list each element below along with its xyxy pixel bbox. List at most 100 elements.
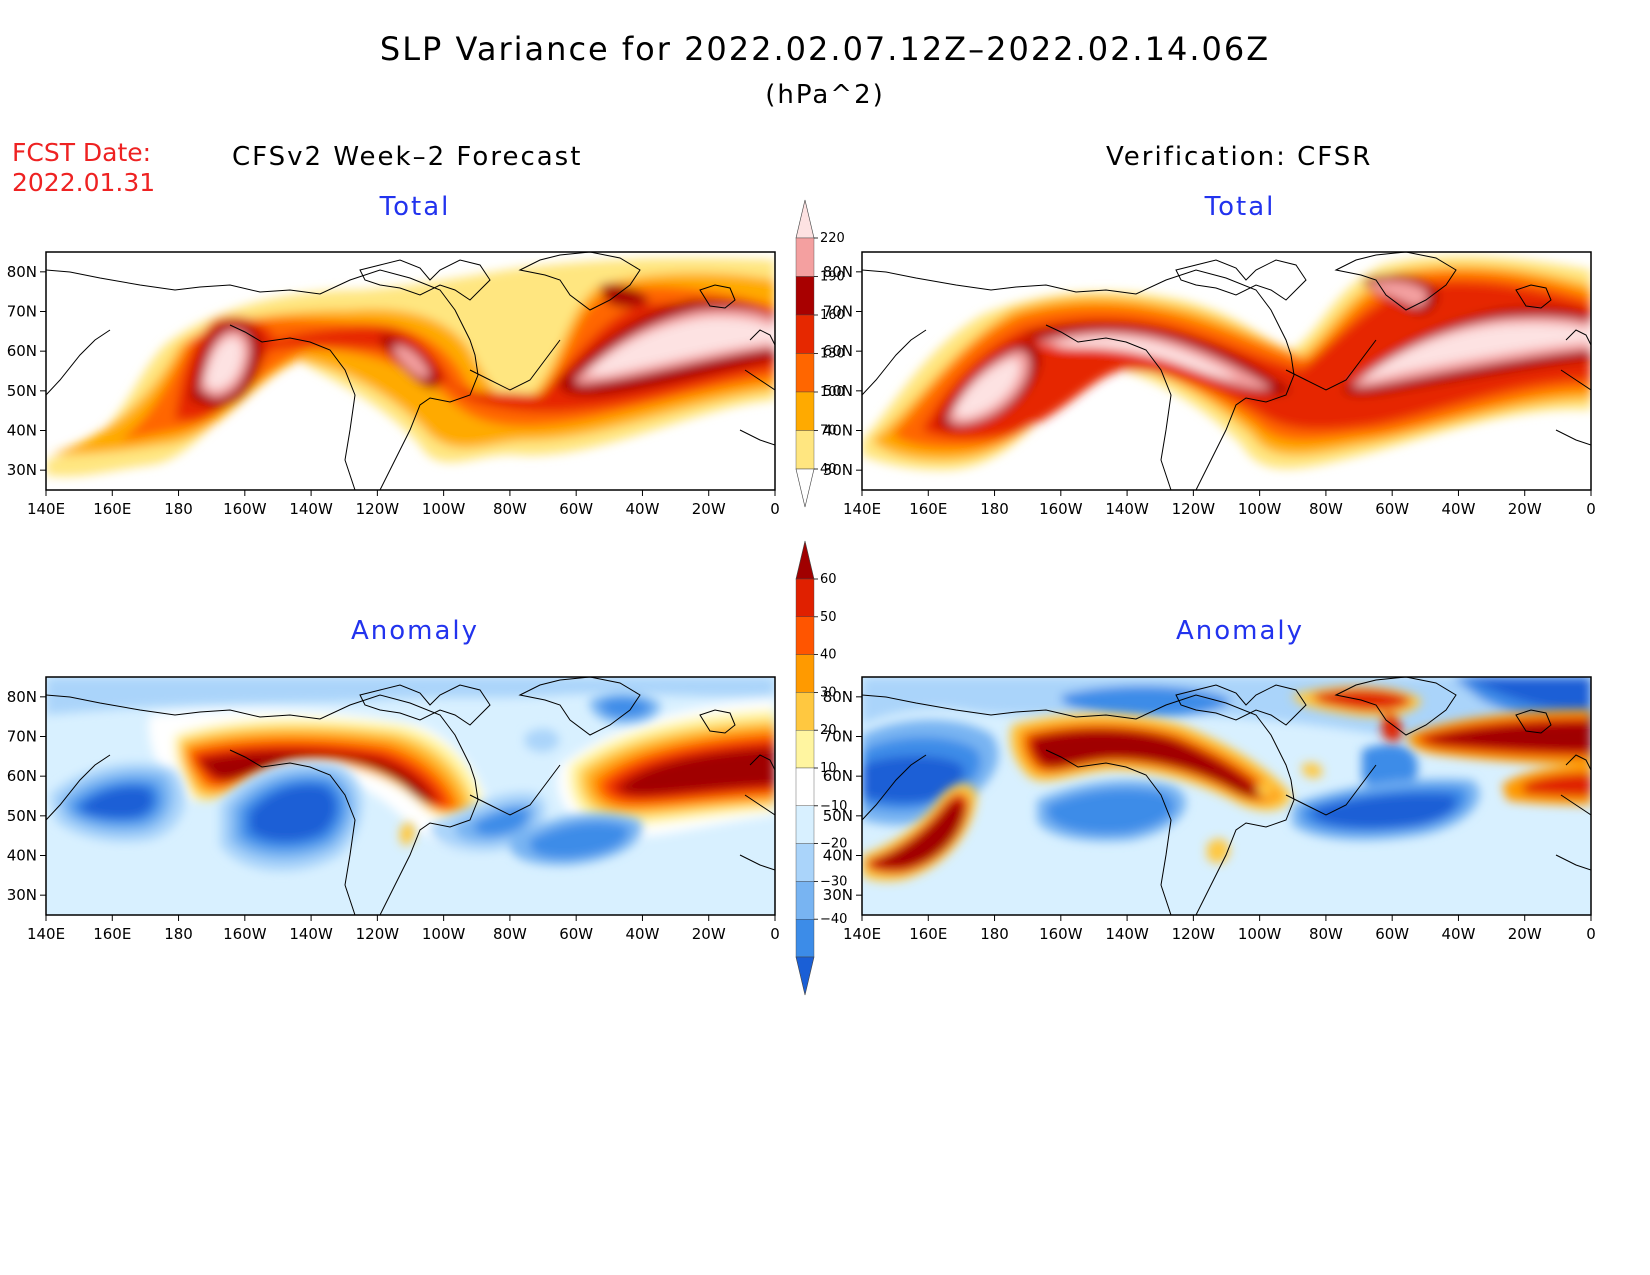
lat-tick-label: 40N bbox=[7, 422, 37, 440]
lon-tick-label: 100W bbox=[422, 925, 466, 943]
colorbar-segment bbox=[795, 578, 815, 617]
lat-tick-label: 50N bbox=[823, 807, 853, 825]
lat-tick-label: 50N bbox=[823, 382, 853, 400]
lon-tick-label: 140W bbox=[1105, 500, 1149, 518]
colorbar-label: 40 bbox=[820, 648, 837, 663]
lon-tick-label: 60W bbox=[1375, 925, 1409, 943]
lon-tick-label: 0 bbox=[770, 925, 780, 943]
colorbar-label: 190 bbox=[820, 270, 845, 285]
lon-tick-label: 40W bbox=[1441, 925, 1475, 943]
lat-tick-label: 70N bbox=[823, 728, 853, 746]
lat-tick-label: 30N bbox=[7, 461, 37, 479]
lat-tick-label: 60N bbox=[7, 767, 37, 785]
lon-tick-label: 100W bbox=[1238, 500, 1282, 518]
lon-tick-label: 140E bbox=[843, 500, 881, 518]
colorbar-label: 130 bbox=[820, 347, 845, 362]
lon-tick-label: 60W bbox=[1375, 500, 1409, 518]
lon-tick-label: 140E bbox=[27, 925, 65, 943]
lat-tick-label: 30N bbox=[823, 886, 853, 904]
colorbar-label: 40 bbox=[820, 462, 837, 477]
lon-tick-label: 160E bbox=[93, 925, 131, 943]
lon-tick-label: 80W bbox=[1309, 500, 1343, 518]
colorbar-segment bbox=[795, 314, 815, 354]
lat-tick-label: 80N bbox=[7, 688, 37, 706]
map-panel-forecast-anomaly: 140E 160E 180 160W 140W 120W 100W 80W 60W 40W 20W 0… bbox=[7, 676, 780, 943]
colorbar-label: 160 bbox=[820, 308, 845, 323]
colorbar-segment bbox=[795, 616, 815, 655]
lon-tick-label: 160W bbox=[1039, 925, 1083, 943]
panel-subtitle-forecast-total: Total bbox=[379, 192, 451, 222]
map-panel-verification-total: 140E 160E 180 160W 140W 120W 100W 80W 60W 40W 20W 0… bbox=[823, 251, 1596, 518]
colorbar-segment bbox=[795, 767, 815, 806]
lat-tick-label: 50N bbox=[7, 382, 37, 400]
lon-tick-label: 60W bbox=[559, 925, 593, 943]
lon-tick-label: 180 bbox=[164, 500, 193, 518]
lat-tick-label: 80N bbox=[823, 688, 853, 706]
lon-tick-label: 160E bbox=[909, 500, 947, 518]
lon-tick-label: 60W bbox=[559, 500, 593, 518]
lat-tick-label: 40N bbox=[7, 847, 37, 865]
lon-tick-label: 140W bbox=[289, 500, 333, 518]
lat-tick-label: 30N bbox=[823, 461, 853, 479]
colorbar-segment bbox=[795, 881, 815, 920]
lon-tick-label: 120W bbox=[1172, 925, 1216, 943]
lon-tick-label: 40W bbox=[1441, 500, 1475, 518]
colorbar-label: 60 bbox=[820, 572, 837, 587]
panel-subtitle-verification-anomaly: Anomaly bbox=[1175, 616, 1305, 646]
right-heading: Verification: CFSR bbox=[1106, 142, 1373, 172]
lon-tick-label: 40W bbox=[625, 500, 659, 518]
colorbar-segment bbox=[795, 353, 815, 393]
lon-tick-label: 20W bbox=[1508, 925, 1542, 943]
map-panel-verification-anomaly: 140E 160E 180 160W 140W 120W 100W 80W 60W 40W 20W 0… bbox=[823, 676, 1596, 943]
colorbar-label: 10 bbox=[820, 761, 837, 776]
lat-tick-label: 70N bbox=[823, 303, 853, 321]
colorbar-segment bbox=[795, 692, 815, 731]
colorbar-label: −40 bbox=[820, 912, 847, 927]
colorbar-segment bbox=[795, 919, 815, 958]
panel-subtitle-verification-total: Total bbox=[1204, 192, 1276, 222]
lon-tick-label: 180 bbox=[980, 925, 1009, 943]
lon-tick-label: 180 bbox=[980, 500, 1009, 518]
lon-tick-label: 0 bbox=[1586, 500, 1596, 518]
colorbar-label: 220 bbox=[820, 231, 845, 246]
lon-tick-label: 20W bbox=[692, 500, 726, 518]
left-heading: CFSv2 Week–2 Forecast bbox=[232, 142, 583, 172]
colorbar-segment bbox=[795, 276, 815, 316]
lat-tick-label: 40N bbox=[823, 422, 853, 440]
lat-tick-label: 60N bbox=[823, 767, 853, 785]
lon-tick-label: 120W bbox=[356, 500, 400, 518]
colorbar-label: −30 bbox=[820, 874, 847, 889]
lat-tick-label: 60N bbox=[7, 342, 37, 360]
lon-tick-label: 20W bbox=[1508, 500, 1542, 518]
colorbar-segment bbox=[795, 654, 815, 693]
colorbar-top-triangle bbox=[795, 199, 815, 239]
lon-tick-label: 100W bbox=[1238, 925, 1282, 943]
colorbar-segment bbox=[795, 805, 815, 844]
lat-tick-label: 70N bbox=[7, 303, 37, 321]
colorbar-bottom-triangle bbox=[795, 468, 815, 508]
figure-units: (hPa^2) bbox=[765, 80, 885, 110]
lon-tick-label: 160W bbox=[223, 500, 267, 518]
lat-tick-label: 80N bbox=[7, 263, 37, 281]
colorbar-segment bbox=[795, 843, 815, 882]
lon-tick-label: 80W bbox=[493, 925, 527, 943]
colorbar-label: 50 bbox=[820, 610, 837, 625]
lon-tick-label: 140W bbox=[1105, 925, 1149, 943]
lat-tick-label: 60N bbox=[823, 342, 853, 360]
lon-tick-label: 180 bbox=[164, 925, 193, 943]
lon-tick-label: 160E bbox=[93, 500, 131, 518]
lat-tick-label: 80N bbox=[823, 263, 853, 281]
colorbar-total: 220 190 160 130 100 70 40 bbox=[795, 199, 845, 508]
lon-tick-label: 160E bbox=[909, 925, 947, 943]
colorbar-segment bbox=[795, 391, 815, 431]
colorbar-label: −20 bbox=[820, 837, 847, 852]
lon-tick-label: 160W bbox=[1039, 500, 1083, 518]
colorbar-label: −10 bbox=[820, 799, 847, 814]
lon-tick-label: 140E bbox=[843, 925, 881, 943]
lat-tick-label: 40N bbox=[823, 847, 853, 865]
colorbar-label: 20 bbox=[820, 723, 837, 738]
lon-tick-label: 80W bbox=[493, 500, 527, 518]
map-panel-forecast-total: 140E 160E 180 160W 140W 120W 100W 80W 60W 40W 20W 0… bbox=[7, 251, 780, 518]
lat-tick-label: 50N bbox=[7, 807, 37, 825]
lon-tick-label: 140W bbox=[289, 925, 333, 943]
